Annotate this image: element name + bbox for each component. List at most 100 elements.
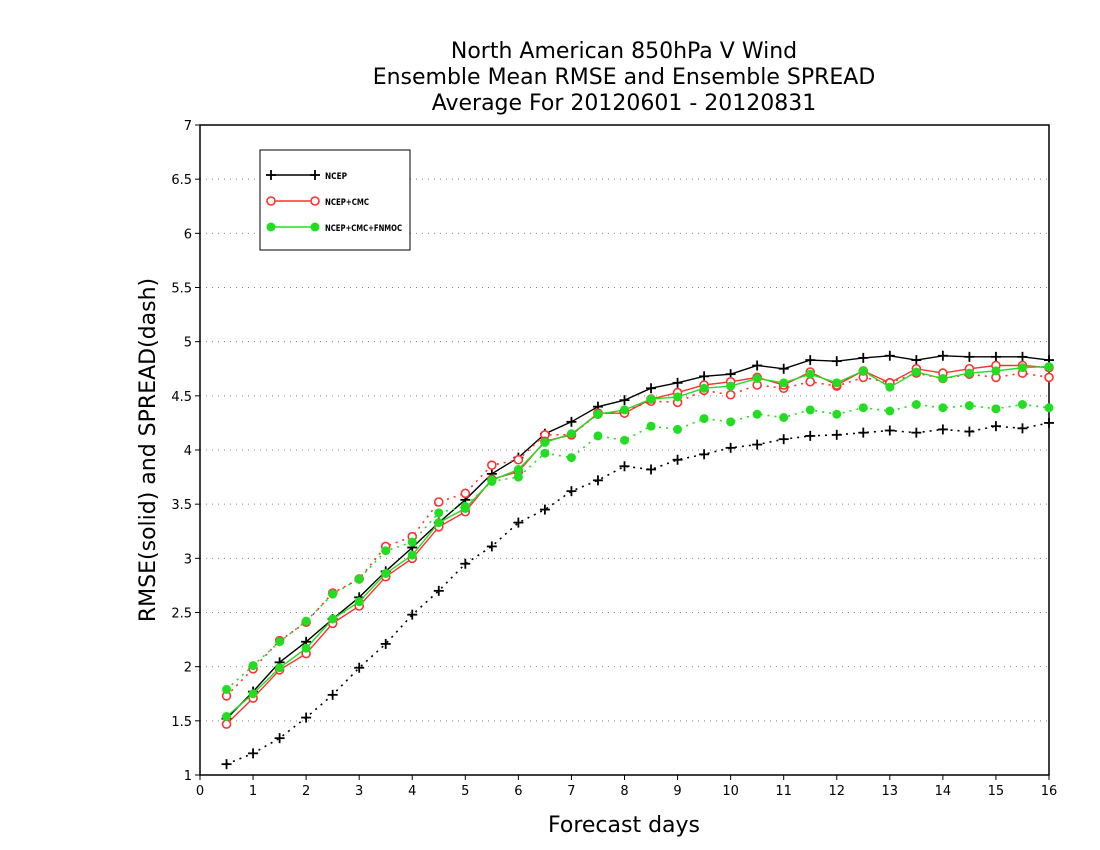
series-ncep-cmc-spread-point [433,497,444,507]
chart-title-line-3: Average For 20120601 - 20120831 [432,91,817,116]
series-ncep-rmse-point [884,350,895,361]
x-tick-label: 10 [722,784,739,799]
x-tick-label: 0 [196,784,204,799]
series-ncep-cmc-fnmoc-spread-point [964,401,974,411]
y-tick-label: 1.5 [171,715,192,730]
series-ncep-spread-point [699,449,710,460]
series-ncep-cmc-spread-point [513,454,524,465]
series-ncep-cmc-fnmoc-rmse-point [407,550,417,560]
series-ncep-cmc-fnmoc-spread-point [832,409,842,419]
series-ncep-cmc-fnmoc-spread-point [673,424,683,434]
series-ncep-cmc-fnmoc-spread-point [1017,400,1027,409]
series-ncep-spread-point [831,429,842,440]
series-ncep-rmse-point [990,351,1001,362]
series-ncep-cmc-fnmoc-spread-point [726,417,736,427]
series-ncep-cmc-fnmoc-spread-point [301,616,311,626]
y-tick-label: 6 [184,227,192,242]
legend: NCEP NCEP+CMC NCEP+CMC+FNMOC [259,149,411,251]
series-ncep-cmc-fnmoc-rmse-point [938,374,948,383]
legend-label: NCEP [325,172,347,182]
series-ncep-cmc-spread-point [1044,372,1054,383]
y-tick-label: 1 [184,769,192,784]
series-ncep-cmc-fnmoc-spread-point [779,413,789,422]
series-ncep-spread-point [248,748,259,759]
series-ncep-rmse-point [1017,351,1028,362]
series-ncep-spread-point [460,558,471,569]
series-ncep-rmse-point [699,371,710,382]
y-axis-label: RMSE(solid) and SPREAD(dash) [136,278,161,622]
series-ncep-cmc-fnmoc-spread-point [381,546,391,556]
series-ncep-cmc-fnmoc-rmse-point [726,381,736,391]
series-ncep-rmse-point [911,355,922,366]
series-ncep-cmc-fnmoc-rmse-point [248,689,258,699]
series-ncep-cmc-fnmoc-rmse-point [460,504,470,513]
series-ncep-spread-point [301,712,312,723]
series-ncep-spread-point [592,475,603,486]
x-axis-label: Forecast days [548,813,700,838]
legend-marker [310,196,320,206]
series-ncep-cmc-fnmoc-rmse-point [301,643,311,653]
legend-marker [266,222,276,232]
series-ncep-cmc-fnmoc-rmse-point [434,518,444,528]
series-ncep-cmc-fnmoc-spread-point [646,421,656,431]
series-ncep-spread-point [619,461,630,472]
x-tick-label: 1 [249,784,257,799]
x-tick-label: 9 [673,784,681,799]
series-ncep-rmse-point [566,416,577,427]
series-ncep-cmc-fnmoc-rmse-point [858,366,868,376]
legend-marker [266,196,276,206]
series-layer [221,350,1054,770]
series-ncep-cmc-fnmoc-spread-point [248,661,258,671]
series-ncep-rmse-point [619,395,630,406]
series-ncep-cmc-fnmoc-spread-point [991,404,1001,414]
series-ncep-cmc-fnmoc-spread-point [513,472,523,482]
series-ncep-cmc-fnmoc-spread-point [885,406,895,416]
series-ncep-cmc-fnmoc-rmse-point [275,663,285,673]
series-ncep-spread-point [354,662,365,673]
y-tick-label: 6.5 [171,173,192,188]
y-tick-label: 3.5 [171,498,192,513]
series-ncep-cmc-fnmoc-rmse-point [566,429,576,439]
series-ncep-cmc-fnmoc-rmse-point [911,367,921,377]
x-tick-label: 3 [355,784,363,799]
series-ncep-cmc-fnmoc-rmse-point [381,569,391,578]
series-ncep-spread-point [566,486,577,497]
series-ncep-cmc-fnmoc-spread-point [858,403,868,413]
x-tick-label: 14 [935,784,952,799]
series-ncep-cmc-fnmoc-spread-point [354,574,364,584]
series-ncep-cmc-fnmoc-spread-point [1044,403,1054,413]
series-ncep-spread-point [539,504,550,515]
series-ncep-spread-point [1017,423,1028,434]
series-ncep-cmc-spread-point [460,488,471,499]
x-tick-label: 4 [408,784,416,799]
series-ncep-spread-point [646,464,657,475]
x-tick-label: 16 [1041,784,1058,799]
series-ncep-cmc-fnmoc-spread-point [566,453,576,463]
series-ncep-spread-point [327,689,338,700]
x-tick-label: 12 [828,784,845,799]
series-ncep-rmse-point [858,352,869,363]
y-tick-label: 5 [184,336,192,351]
series-ncep-cmc-fnmoc-spread-point [275,637,285,647]
series-ncep-spread-line [226,422,1050,765]
series-ncep-cmc-spread-point [487,460,497,470]
x-tick-label: 6 [514,784,522,799]
series-ncep-spread-point [858,427,869,438]
series-ncep-cmc-rmse-line [226,364,1050,725]
series-ncep-rmse-point [672,377,683,388]
series-ncep-cmc-fnmoc-rmse-point [991,366,1001,376]
legend-marker [266,170,276,180]
series-ncep-cmc-spread-point [805,376,816,387]
series-ncep-spread-point [672,454,683,465]
series-ncep-rmse-point [937,350,948,361]
series-ncep-cmc-fnmoc-rmse-point [673,392,683,402]
series-ncep-cmc-fnmoc-rmse-point [779,378,789,388]
x-axis: 0 1 2 3 4 5 6 7 8 9 10 11 12 13 14 15 16 [196,775,1057,799]
series-ncep-cmc-fnmoc-rmse-point [354,597,364,607]
series-ncep-cmc-fnmoc-rmse-point [328,614,338,624]
series-ncep-rmse-line [226,355,1050,720]
series-ncep-cmc-fnmoc-spread-line [225,403,1050,690]
grid-lines [200,178,1049,722]
legend-entry-3: NCEP+CMC+FNMOC [266,222,402,234]
